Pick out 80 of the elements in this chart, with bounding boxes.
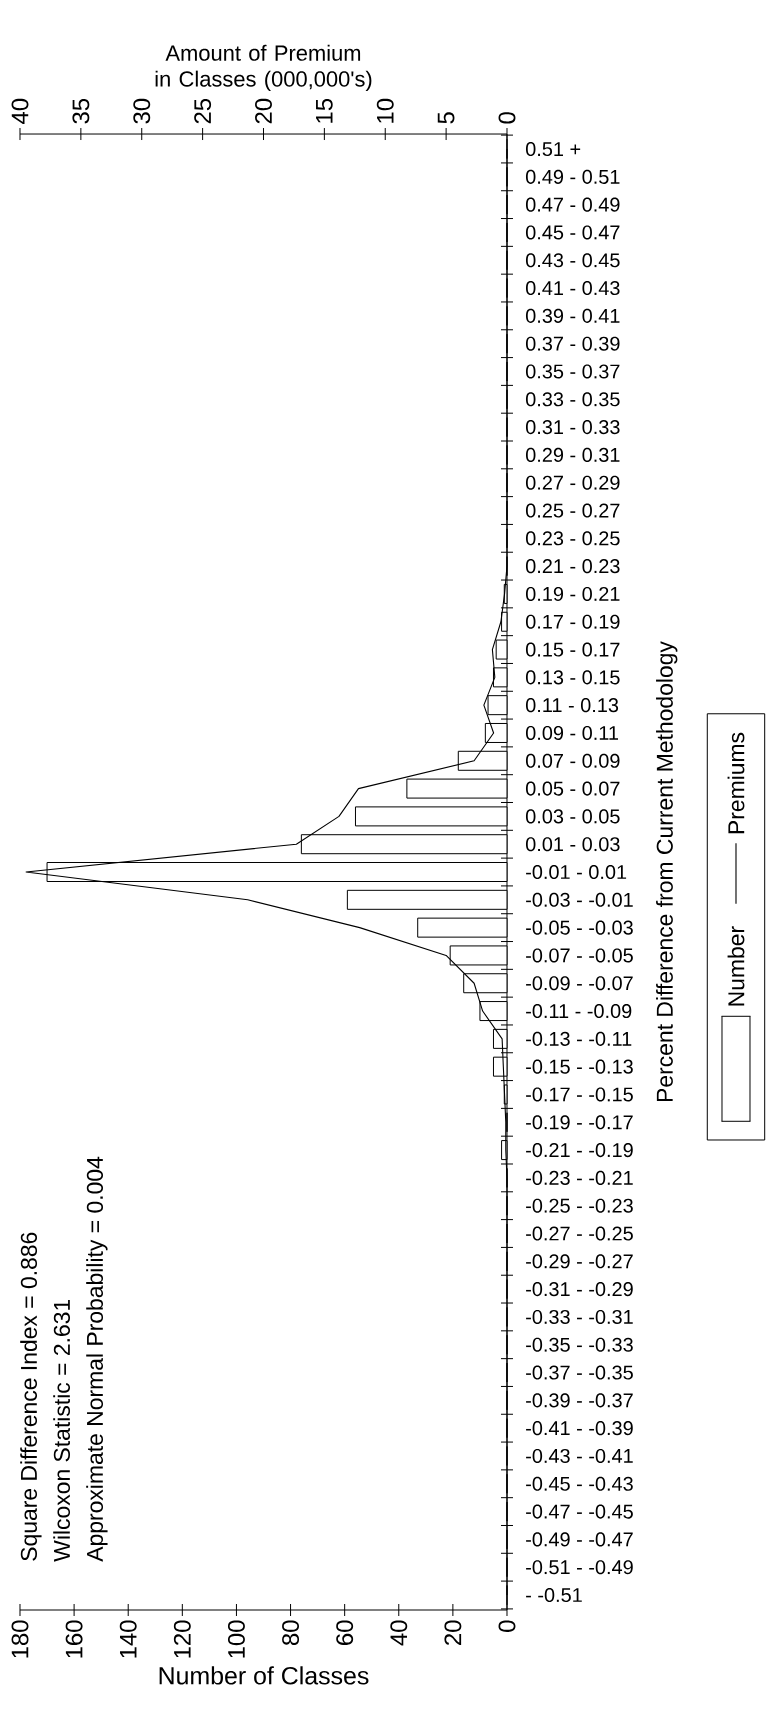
y-tick-label: -0.21 - -0.19 — [526, 1143, 633, 1158]
y-tick-label: 0.45 - 0.47 — [525, 225, 620, 240]
y-tick-label: -0.13 - -0.11 — [526, 1031, 632, 1046]
y-tick-label: -0.01 - 0.01 — [526, 864, 627, 880]
y-tick-label: 0.41 - 0.43 — [525, 281, 620, 296]
y-tick-label: -0.45 - -0.43 — [526, 1476, 633, 1491]
y-tick-label: 0.51 + — [525, 141, 581, 157]
y-tick-label: 0.01 - 0.03 — [525, 837, 620, 852]
y-tick-label: -0.11 - -0.09 — [526, 1004, 632, 1019]
y-tick-label: -0.41 - -0.39 — [526, 1421, 633, 1436]
y-tick-label: -0.35 - -0.33 — [526, 1337, 633, 1352]
x-tick-label: 20 — [444, 1620, 462, 1645]
y-tick-label: -0.39 - -0.37 — [526, 1393, 633, 1408]
annotation: Square Difference Index = 0.886 — [20, 1232, 42, 1561]
text: Number — [727, 926, 745, 1006]
y-tick-label: 0.19 - 0.21 — [525, 586, 620, 601]
x-tick-label: 80 — [282, 1620, 300, 1646]
y-tick-label: 0.37 - 0.39 — [525, 336, 620, 351]
y-tick-label: 0.27 - 0.29 — [525, 475, 620, 490]
y-tick-label: 0.31 - 0.33 — [525, 420, 620, 435]
y-tick-label: 0.35 - 0.37 — [525, 364, 620, 379]
x-tick-label: 0 — [498, 1620, 516, 1632]
y-tick-label: 0.29 - 0.31 — [525, 447, 620, 462]
x2-tick-label: 30 — [133, 98, 151, 124]
x-tick-label: 40 — [390, 1620, 408, 1646]
y-axis-title: Percent Difference from Current Methodology — [656, 641, 678, 1102]
x-tick-label: 100 — [227, 1620, 245, 1658]
x2-tick-label: 25 — [194, 98, 212, 124]
y-tick-label: 0.13 - 0.15 — [525, 670, 620, 685]
x-axis-title: Number of Classes — [159, 1666, 369, 1685]
y-tick-label: -0.37 - -0.35 — [526, 1365, 633, 1380]
y-tick-label: 0.05 - 0.07 — [525, 781, 620, 796]
y-tick-label: -0.33 - -0.31 — [526, 1309, 633, 1324]
y-tick-label: -0.51 - -0.49 — [526, 1560, 633, 1575]
y-tick-label: -0.03 - -0.01 — [526, 892, 633, 907]
annotation: Approximate Normal Probability = 0.004 — [86, 1156, 108, 1562]
y-tick-label: 0.21 - 0.23 — [525, 559, 620, 574]
y-tick-label: -0.15 - -0.13 — [526, 1059, 633, 1074]
y-tick-label: 0.09 - 0.11 — [525, 725, 619, 741]
y-tick-label: -0.27 - -0.25 — [526, 1226, 633, 1241]
x2-tick-label: 5 — [437, 112, 455, 124]
y-tick-label: - -0.51 — [526, 1587, 582, 1603]
y-tick-label: 0.43 - 0.45 — [525, 253, 620, 268]
y-tick-label: -0.49 - -0.47 — [526, 1532, 633, 1547]
x2-tick-label: 35 — [72, 98, 90, 124]
y-tick-label: -0.29 - -0.27 — [526, 1254, 633, 1269]
y-tick-label: -0.19 - -0.17 — [526, 1115, 633, 1130]
y-tick-label: 0.07 - 0.09 — [525, 753, 620, 768]
x-tick-label: 180 — [11, 1620, 29, 1658]
y-tick-label: 0.23 - 0.25 — [525, 531, 620, 546]
y-tick-label: 0.33 - 0.35 — [525, 392, 620, 407]
x2-tick-label: 15 — [316, 98, 333, 123]
y-tick-label: -0.09 - -0.07 — [526, 976, 633, 991]
y-tick-label: 0.25 - 0.27 — [525, 503, 620, 518]
y-tick-label: -0.31 - -0.29 — [526, 1282, 633, 1297]
annotation: Wilcoxon Statistic = 2.631 — [53, 1299, 71, 1562]
x2-tick-label: 20 — [255, 98, 272, 124]
y-tick-label: 0.39 - 0.41 — [525, 308, 620, 323]
text: Premiums — [727, 732, 745, 834]
y-tick-label: -0.25 - -0.23 — [526, 1198, 633, 1213]
x-tick-label: 60 — [336, 1620, 354, 1645]
y-tick-label: -0.47 - -0.45 — [526, 1504, 633, 1519]
y-tick-label: 0.49 - 0.51 — [525, 169, 620, 184]
x-tick-label: 160 — [65, 1620, 83, 1658]
y-tick-label: -0.05 - -0.03 — [526, 920, 633, 935]
y-tick-label: -0.17 - -0.15 — [526, 1087, 633, 1102]
y-tick-label: 0.47 - 0.49 — [525, 197, 620, 212]
x-tick-label: 120 — [173, 1620, 191, 1658]
y-tick-label: 0.11 - 0.13 — [525, 698, 619, 713]
y-tick-label: -0.07 - -0.05 — [526, 948, 633, 963]
y-tick-label: 0.15 - 0.17 — [525, 642, 620, 657]
x2-axis-title: Amount of Premium in Classes (000,000's) — [155, 44, 372, 92]
x2-tick-label: 10 — [376, 98, 394, 123]
y-tick-label: -0.23 - -0.21 — [526, 1170, 633, 1185]
x-tick-label: 140 — [119, 1620, 137, 1658]
y-tick-label: 0.17 - 0.19 — [525, 614, 620, 629]
x2-tick-label: 0 — [498, 112, 516, 124]
y-tick-label: -0.43 - -0.41 — [526, 1448, 633, 1464]
y-tick-label: 0.03 - 0.05 — [525, 809, 620, 824]
x2-tick-label: 40 — [11, 98, 29, 124]
